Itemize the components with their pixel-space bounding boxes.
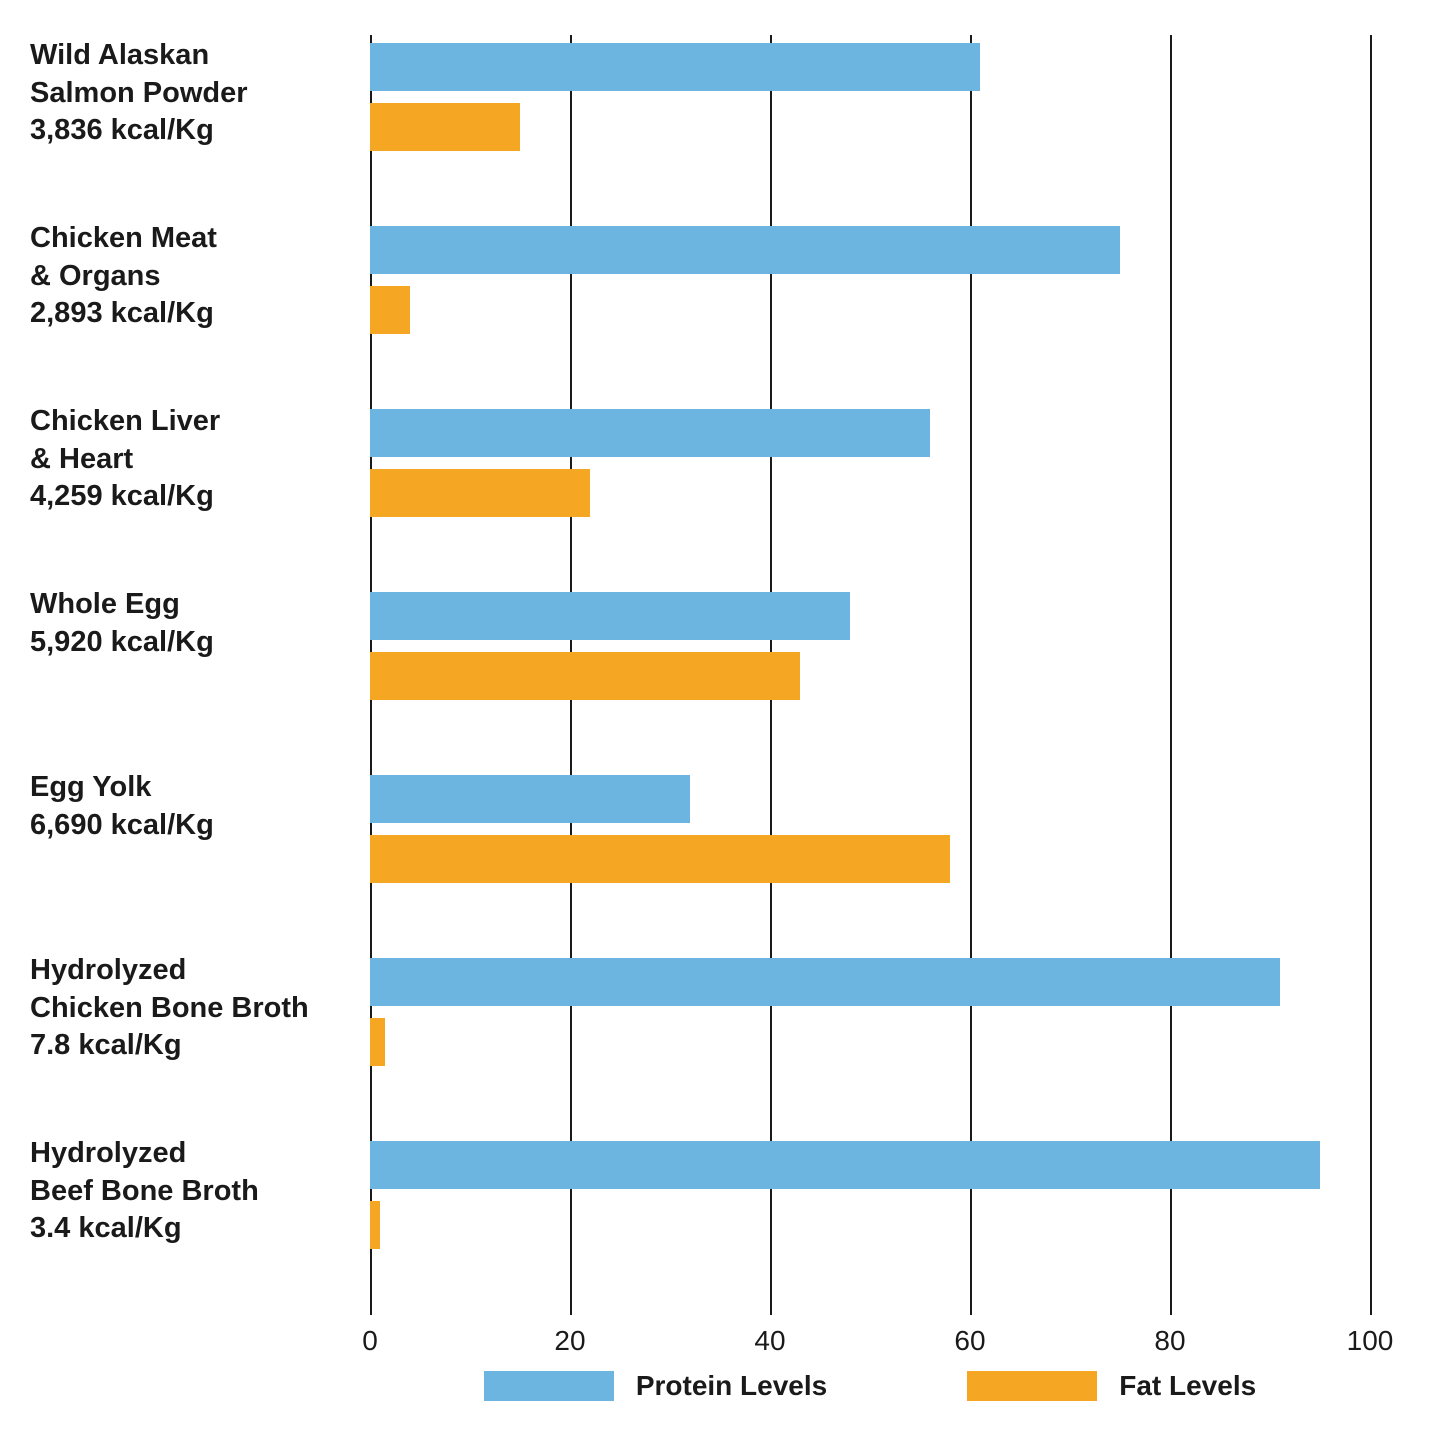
grid-line (1170, 35, 1172, 1315)
category-label: HydrolyzedBeef Bone Broth3.4 kcal/Kg (30, 1135, 350, 1248)
x-tick-label: 40 (754, 1325, 785, 1357)
bar-fat (370, 1201, 380, 1249)
bar-protein (370, 226, 1120, 274)
legend-swatch-fat (967, 1371, 1097, 1401)
bar-protein (370, 592, 850, 640)
legend: Protein Levels Fat Levels (370, 1370, 1370, 1402)
bar-protein (370, 775, 690, 823)
x-tick-label: 0 (362, 1325, 378, 1357)
chart-container: 020406080100 Protein Levels Fat Levels W… (0, 0, 1445, 1445)
bar-fat (370, 652, 800, 700)
bar-protein (370, 43, 980, 91)
grid-line (1370, 35, 1372, 1315)
bar-fat (370, 835, 950, 883)
legend-item-fat: Fat Levels (967, 1370, 1256, 1402)
plot-area: 020406080100 (370, 35, 1370, 1315)
category-label: HydrolyzedChicken Bone Broth7.8 kcal/Kg (30, 952, 350, 1065)
bar-fat (370, 286, 410, 334)
legend-label-fat: Fat Levels (1119, 1370, 1256, 1402)
x-tick-label: 100 (1347, 1325, 1394, 1357)
bar-fat (370, 469, 590, 517)
category-label: Whole Egg5,920 kcal/Kg (30, 586, 350, 661)
category-label: Wild AlaskanSalmon Powder3,836 kcal/Kg (30, 37, 350, 150)
bar-protein (370, 958, 1280, 1006)
x-tick-label: 60 (954, 1325, 985, 1357)
category-label: Chicken Liver& Heart4,259 kcal/Kg (30, 403, 350, 516)
category-label: Egg Yolk6,690 kcal/Kg (30, 769, 350, 844)
category-label: Chicken Meat& Organs2,893 kcal/Kg (30, 220, 350, 333)
legend-item-protein: Protein Levels (484, 1370, 827, 1402)
bar-protein (370, 1141, 1320, 1189)
x-tick-label: 20 (554, 1325, 585, 1357)
bar-protein (370, 409, 930, 457)
x-tick-label: 80 (1154, 1325, 1185, 1357)
bar-fat (370, 1018, 385, 1066)
legend-swatch-protein (484, 1371, 614, 1401)
bar-fat (370, 103, 520, 151)
legend-label-protein: Protein Levels (636, 1370, 827, 1402)
